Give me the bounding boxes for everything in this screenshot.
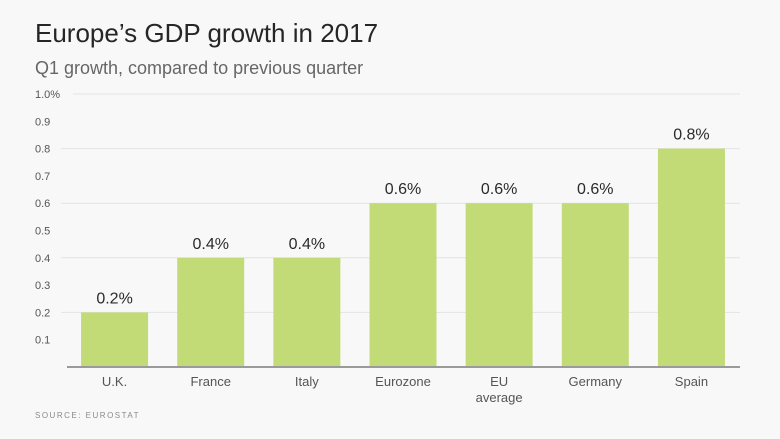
data-label: 0.6%	[385, 181, 421, 198]
y-tick-label: 0.5	[35, 226, 50, 238]
data-labels: 0.2% 0.4% 0.4% 0.6% 0.6% 0.6% 0.8%	[96, 127, 709, 308]
bar	[177, 257, 245, 367]
data-label: 0.4%	[289, 236, 325, 253]
bars	[81, 148, 725, 367]
y-tick-label: 0.3	[35, 280, 50, 292]
x-tick-label: EU	[490, 374, 508, 389]
y-tick-label: 0.1	[35, 335, 50, 347]
data-label: 0.8%	[673, 127, 709, 144]
y-tick-label: 0.9	[35, 116, 50, 128]
bar	[273, 257, 341, 367]
y-axis-ticks: 0.1 0.2 0.3 0.4 0.5 0.6 0.7 0.8 0.9 1.0%	[35, 89, 60, 347]
x-tick-label: France	[190, 374, 230, 389]
data-label: 0.4%	[192, 236, 228, 253]
y-tick-label: 0.4	[35, 253, 50, 265]
x-tick-label: U.K.	[102, 374, 127, 389]
y-tick-label: 0.2	[35, 307, 50, 319]
x-tick-label: Germany	[569, 374, 623, 389]
data-label: 0.2%	[96, 290, 132, 307]
y-tick-label: 0.7	[35, 171, 50, 183]
y-tick-label: 0.6	[35, 198, 50, 210]
x-tick-label: Italy	[295, 374, 319, 389]
x-tick-label: Eurozone	[375, 374, 431, 389]
chart-title: Europe’s GDP growth in 2017	[35, 18, 379, 48]
bar	[657, 148, 725, 367]
bar	[369, 203, 437, 367]
data-label: 0.6%	[481, 181, 517, 198]
y-tick-label: 0.8	[35, 144, 50, 156]
bar	[561, 203, 629, 367]
bar	[81, 312, 149, 367]
bar	[465, 203, 533, 367]
data-label: 0.6%	[577, 181, 613, 198]
x-tick-label: Spain	[675, 374, 708, 389]
source-note: SOURCE: EUROSTAT	[35, 411, 141, 420]
chart-subtitle: Q1 growth, compared to previous quarter	[35, 58, 364, 78]
y-tick-label: 1.0%	[35, 89, 60, 101]
x-tick-label: average	[476, 390, 523, 405]
